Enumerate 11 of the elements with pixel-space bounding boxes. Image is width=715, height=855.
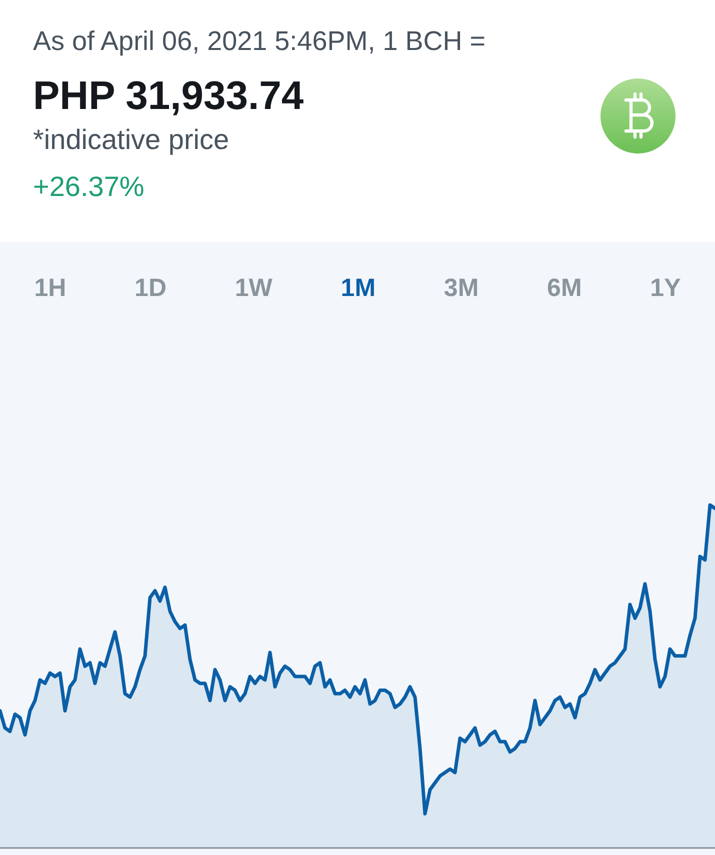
text: 1W (234, 274, 272, 302)
text: +26.37% (33, 171, 144, 203)
text: 1M (340, 274, 376, 302)
text: 6M (547, 274, 582, 302)
text: 1Y (650, 274, 681, 302)
chart-title: PHP 31,933.74 (33, 74, 304, 119)
chart-subtitle: As of April 06, 2021 5:46PM, 1 BCH = (33, 26, 486, 57)
text: 1H (34, 274, 66, 302)
text: 3M (444, 274, 479, 302)
text: 1D (134, 274, 167, 302)
text: *indicative price (33, 124, 230, 156)
